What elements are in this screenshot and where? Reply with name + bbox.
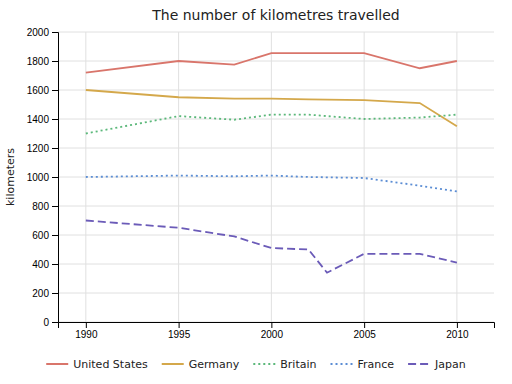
y-tick-mark <box>52 61 58 62</box>
series-line <box>86 115 457 134</box>
x-tick-label: 2005 <box>354 329 377 340</box>
grid-line-y <box>58 90 494 91</box>
legend-swatch <box>46 363 68 365</box>
x-tick-label: 1995 <box>168 329 191 340</box>
y-tick: 800 <box>32 201 58 212</box>
y-axis-title: kilometers <box>4 148 17 206</box>
grid-line-y <box>58 293 494 294</box>
grid-line-y <box>58 148 494 149</box>
grid-line-y <box>58 119 494 120</box>
y-tick-mark <box>52 264 58 265</box>
x-axis: 1990 1995 2000 2005 2010 <box>59 322 495 340</box>
y-tick-mark <box>52 293 58 294</box>
chart: 1990 1995 2000 2005 2010 0 200 400 600 800 1000 120… <box>0 0 512 384</box>
y-axis-line <box>52 33 59 323</box>
x-tick-label: 2000 <box>261 329 284 340</box>
legend-swatch <box>253 363 275 365</box>
legend-label: United States <box>73 358 148 371</box>
y-tick-label: 200 <box>32 288 49 299</box>
y-tick: 2000 <box>27 27 58 38</box>
x-tick-mark <box>86 322 87 328</box>
y-tick-label: 1200 <box>27 143 50 154</box>
grid-line-x <box>456 32 457 322</box>
x-tick-mark <box>457 322 458 328</box>
x-tick: 2010 <box>446 322 469 340</box>
legend-swatch <box>408 363 430 365</box>
grid-line-x <box>178 32 179 322</box>
grid-line-y <box>58 32 494 33</box>
y-tick: 1400 <box>27 114 58 125</box>
y-tick-mark <box>52 90 58 91</box>
y-tick: 0 <box>43 317 58 328</box>
y-tick-label: 400 <box>32 259 49 270</box>
x-tick-mark <box>179 322 180 328</box>
legend-label: France <box>358 358 395 371</box>
grid-line-x <box>364 32 365 322</box>
legend-item: United States <box>46 358 148 371</box>
grid-line-y <box>58 177 494 178</box>
x-axis-line <box>59 323 495 329</box>
y-axis: 0 200 400 600 800 1000 1200 1400 1600 1800 2000 <box>27 27 59 328</box>
x-tick: 2005 <box>354 322 377 340</box>
legend-label: Japan <box>434 358 466 371</box>
y-tick: 1800 <box>27 56 58 67</box>
y-tick-label: 1400 <box>27 114 50 125</box>
grid <box>58 32 494 322</box>
series-line <box>86 90 457 126</box>
legend-item: Japan <box>408 358 466 371</box>
legend-item: France <box>331 358 395 371</box>
x-tick-mark <box>271 322 272 328</box>
plot: 1990 1995 2000 2005 2010 0 200 400 600 800 1000 120… <box>27 27 495 340</box>
y-tick-label: 1000 <box>27 172 50 183</box>
x-tick-mark <box>364 322 365 328</box>
series-line <box>86 176 457 192</box>
y-tick: 400 <box>32 259 58 270</box>
y-tick-mark <box>52 322 58 323</box>
grid-line-y <box>58 264 494 265</box>
legend-item: Britain <box>253 358 316 371</box>
legend-item: Germany <box>162 358 240 371</box>
legend-label: Germany <box>189 358 240 371</box>
x-tick-label: 1990 <box>75 329 98 340</box>
y-tick-label: 2000 <box>27 27 50 38</box>
lines <box>86 53 457 273</box>
legend: United States Germany Britain France Japan <box>46 358 466 371</box>
y-tick-label: 600 <box>32 230 49 241</box>
y-tick: 1000 <box>27 172 58 183</box>
grid-line-x <box>271 32 272 322</box>
legend-swatch <box>331 363 353 365</box>
series-line <box>86 221 457 273</box>
title: The number of kilometres travelled <box>151 7 400 23</box>
legend-swatch <box>162 363 184 365</box>
y-tick: 600 <box>32 230 58 241</box>
grid-line-y <box>58 61 494 62</box>
y-tick-mark <box>52 32 58 33</box>
y-tick-label: 1800 <box>27 56 50 67</box>
series-line <box>86 53 457 73</box>
grid-line-y <box>58 206 494 207</box>
x-tick: 1990 <box>75 322 98 340</box>
y-tick-mark <box>52 206 58 207</box>
y-tick: 200 <box>32 288 58 299</box>
y-tick-mark <box>52 235 58 236</box>
x-tick: 2000 <box>261 322 284 340</box>
y-tick-mark <box>52 119 58 120</box>
grid-line-y <box>58 235 494 236</box>
y-tick-label: 0 <box>43 317 49 328</box>
y-tick-mark <box>52 148 58 149</box>
y-tick: 1200 <box>27 143 58 154</box>
y-tick-label: 800 <box>32 201 49 212</box>
x-tick-label: 2010 <box>446 329 469 340</box>
x-tick: 1995 <box>168 322 191 340</box>
y-tick: 1600 <box>27 85 58 96</box>
y-tick-mark <box>52 177 58 178</box>
legend-label: Britain <box>280 358 316 371</box>
y-tick-label: 1600 <box>27 85 50 96</box>
